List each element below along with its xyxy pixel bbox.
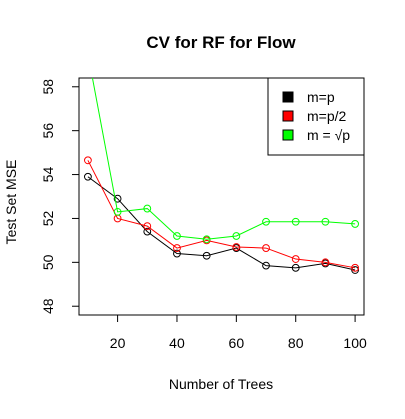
y-tick-label: 54 (40, 167, 56, 183)
series-3-point (143, 204, 152, 213)
series-2-line (87, 160, 356, 269)
y-tick-label: 58 (40, 79, 56, 95)
series-2-point (321, 258, 330, 267)
series-1 (84, 172, 359, 274)
x-tick-label: 100 (343, 335, 367, 351)
series-3-line (91, 78, 356, 240)
y-tick-label: 48 (40, 298, 56, 314)
series-3 (85, 50, 359, 244)
series-1-point (202, 251, 211, 260)
series-1-point (143, 227, 152, 236)
y-axis-label: Test Set MSE (3, 160, 19, 245)
y-tick-label: 56 (40, 123, 56, 139)
series-1-point (291, 263, 300, 272)
series-3-point (321, 217, 330, 226)
x-tick-label: 80 (288, 335, 304, 351)
legend-label: m=p (307, 89, 335, 105)
series-2-point (232, 243, 241, 251)
series-3-point (232, 232, 241, 240)
series-1-line (87, 176, 356, 271)
series-1-point (113, 194, 122, 203)
series-2 (84, 156, 359, 272)
plot-frame (78, 77, 365, 316)
series-2-point (262, 244, 270, 252)
series-2-point (143, 222, 152, 231)
y-tick-label: 52 (40, 210, 56, 226)
series-2-point (291, 255, 300, 263)
series-3-point (113, 207, 122, 216)
series-1-point (262, 261, 270, 270)
series-3-point (85, 50, 92, 57)
x-tick-label: 60 (229, 335, 245, 351)
series-1-point (84, 172, 92, 181)
series-2-point (173, 244, 181, 252)
legend-swatch (282, 91, 294, 103)
y-tick-label: 50 (40, 254, 56, 270)
x-axis-label: Number of Trees (169, 376, 273, 392)
legend-swatch (282, 110, 294, 122)
series-2-point (84, 156, 92, 165)
series-3-point (351, 220, 359, 228)
legend-label: m = √p (307, 127, 350, 143)
series-3-point (173, 232, 181, 240)
series-1-point (173, 249, 181, 258)
x-tick-label: 40 (169, 335, 185, 351)
legend-label: m=p/2 (307, 108, 347, 124)
chart-title: CV for RF for Flow (146, 33, 296, 52)
x-tick-label: 20 (110, 335, 126, 351)
series-1-point (351, 266, 359, 274)
series-2-point (351, 263, 359, 272)
series-3-point (262, 217, 270, 226)
series-3-point (202, 235, 211, 244)
series-3-point (291, 217, 300, 226)
legend-swatch (282, 129, 294, 141)
